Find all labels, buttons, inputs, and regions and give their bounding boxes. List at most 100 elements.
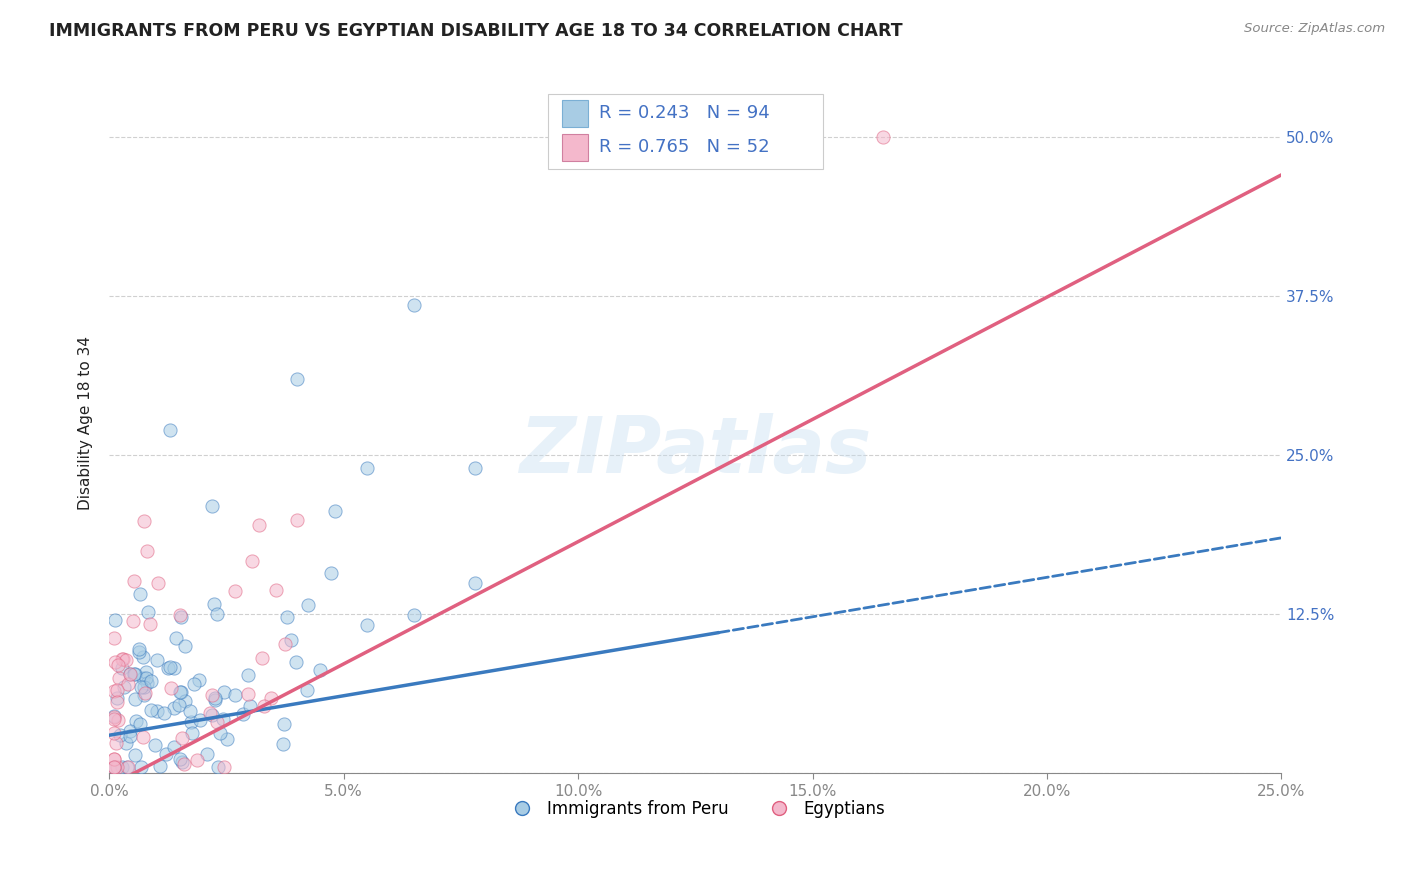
- Point: [103, 726, 125, 740]
- Point: [120, 724, 142, 739]
- Point: [201, 499, 224, 513]
- Point: [207, 760, 229, 774]
- Point: [107, 760, 129, 774]
- Point: [131, 760, 153, 774]
- Point: [136, 676, 159, 690]
- Point: [163, 701, 186, 715]
- Point: [169, 607, 191, 622]
- Point: [240, 554, 263, 568]
- Point: [271, 738, 294, 752]
- Point: [707, 129, 730, 144]
- Point: [145, 738, 167, 752]
- Point: [145, 653, 167, 667]
- Point: [224, 688, 246, 702]
- Point: [204, 692, 226, 706]
- Point: [872, 129, 894, 144]
- Point: [139, 703, 162, 717]
- Point: [136, 606, 159, 620]
- Point: [155, 747, 177, 761]
- Point: [215, 732, 238, 747]
- Point: [132, 650, 155, 665]
- Point: [204, 690, 226, 705]
- Text: ZIPatlas: ZIPatlas: [519, 413, 872, 489]
- Point: [224, 583, 246, 598]
- Point: [186, 753, 208, 767]
- Point: [131, 730, 153, 744]
- Point: [325, 504, 347, 518]
- Point: [169, 752, 191, 766]
- Point: [146, 575, 169, 590]
- Point: [146, 705, 169, 719]
- Point: [103, 709, 125, 723]
- Point: [276, 610, 298, 624]
- Point: [297, 598, 319, 612]
- Text: Source: ZipAtlas.com: Source: ZipAtlas.com: [1244, 22, 1385, 36]
- Point: [110, 728, 132, 742]
- Point: [172, 731, 194, 745]
- Point: [159, 423, 181, 437]
- Point: [173, 757, 195, 772]
- Point: [103, 760, 125, 774]
- Point: [118, 667, 141, 681]
- Text: R = 0.765   N = 52: R = 0.765 N = 52: [599, 138, 769, 156]
- Point: [103, 752, 125, 766]
- Point: [139, 674, 162, 689]
- Y-axis label: Disability Age 18 to 34: Disability Age 18 to 34: [79, 336, 93, 510]
- Point: [103, 712, 125, 726]
- Point: [128, 641, 150, 656]
- Point: [135, 671, 157, 685]
- Point: [103, 752, 125, 766]
- Point: [105, 683, 128, 698]
- Point: [260, 691, 283, 706]
- Point: [124, 692, 146, 706]
- Point: [200, 706, 222, 720]
- Point: [129, 587, 152, 601]
- Point: [174, 694, 197, 708]
- Text: R = 0.243   N = 94: R = 0.243 N = 94: [599, 104, 769, 122]
- Point: [280, 632, 302, 647]
- Point: [111, 760, 134, 774]
- Point: [170, 609, 193, 624]
- Point: [118, 667, 141, 681]
- Point: [149, 759, 172, 773]
- Point: [135, 665, 157, 680]
- Point: [117, 677, 139, 691]
- Point: [159, 660, 181, 674]
- Point: [132, 680, 155, 694]
- Point: [238, 687, 260, 701]
- Point: [179, 705, 201, 719]
- Point: [402, 298, 425, 312]
- Point: [112, 680, 135, 694]
- Point: [129, 717, 152, 731]
- Point: [195, 747, 218, 762]
- Point: [285, 513, 308, 527]
- Point: [402, 608, 425, 623]
- Point: [247, 518, 270, 533]
- Point: [105, 691, 128, 706]
- Point: [153, 706, 176, 721]
- Point: [284, 656, 307, 670]
- Point: [231, 707, 253, 722]
- Point: [205, 607, 228, 621]
- Point: [117, 760, 139, 774]
- Point: [114, 653, 136, 667]
- Point: [112, 652, 135, 666]
- Point: [105, 736, 128, 750]
- Point: [201, 708, 224, 723]
- Point: [187, 673, 209, 687]
- Point: [103, 683, 125, 698]
- Point: [356, 460, 378, 475]
- Point: [163, 739, 186, 754]
- Point: [107, 657, 129, 672]
- Point: [124, 667, 146, 681]
- Point: [202, 597, 225, 611]
- Point: [266, 583, 288, 598]
- Point: [121, 614, 143, 628]
- Point: [162, 661, 184, 675]
- Point: [132, 514, 155, 528]
- Point: [107, 713, 129, 727]
- Point: [117, 760, 139, 774]
- Point: [107, 695, 129, 709]
- Point: [174, 639, 197, 653]
- Point: [103, 710, 125, 724]
